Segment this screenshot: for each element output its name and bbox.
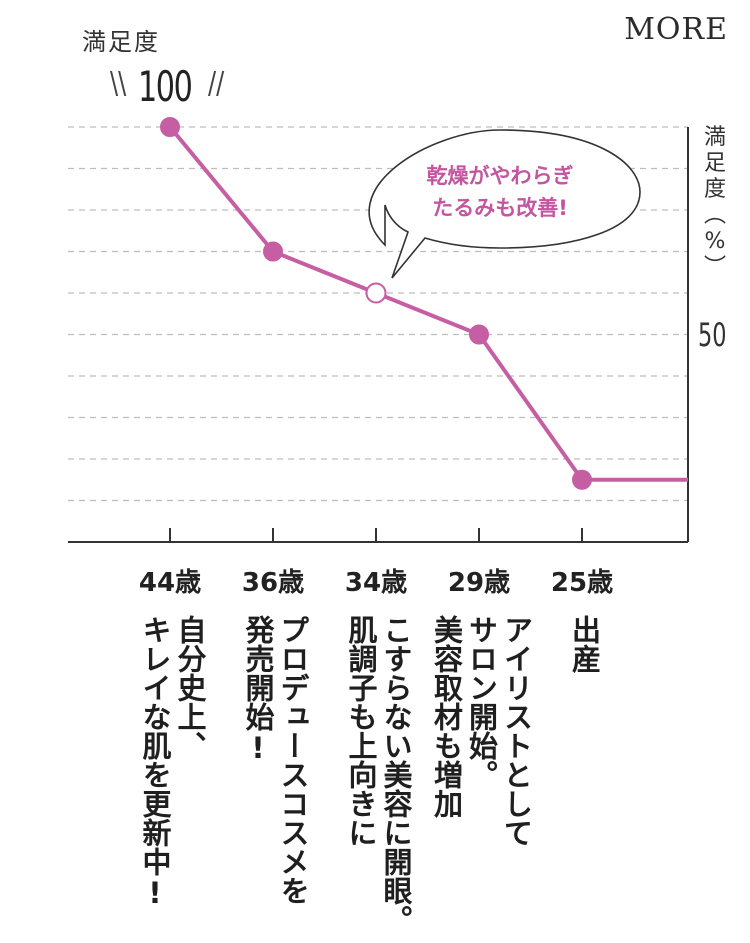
right-y-axis-title-char: ︶ bbox=[703, 255, 726, 280]
emphasis-marks-right: // bbox=[208, 66, 225, 101]
data-point bbox=[263, 241, 283, 262]
right-y-axis-title-char: ︵ bbox=[703, 203, 726, 228]
left-y-axis-title: 満足度 bbox=[82, 28, 160, 56]
right-y-axis-title-char: % bbox=[704, 229, 726, 254]
event-annotation: こすらない美容に開眼。 肌調子も上向きに bbox=[344, 615, 413, 934]
axes bbox=[68, 127, 689, 543]
data-point bbox=[572, 469, 592, 490]
x-ticks bbox=[169, 528, 583, 542]
right-y-axis-title-char: 度 bbox=[703, 177, 726, 202]
event-annotation: プロデュースコスメを 発売開始! bbox=[241, 615, 310, 905]
speech-bubble bbox=[368, 129, 641, 279]
x-tick-label: 29歳 bbox=[447, 568, 511, 598]
max-value-label: 100 bbox=[138, 62, 193, 111]
right-y-axis-title-char: 足 bbox=[703, 151, 726, 176]
series-line bbox=[160, 117, 688, 490]
data-point bbox=[469, 324, 489, 345]
event-annotation: 出産 bbox=[567, 615, 602, 673]
data-point bbox=[365, 282, 387, 304]
speech-bubble-line-1: 乾燥がやわらぎ bbox=[426, 164, 574, 188]
data-point bbox=[160, 117, 180, 137]
event-annotation: 自分史上、 キレイな肌を更新中! bbox=[138, 615, 207, 910]
x-tick-label: 36歳 bbox=[241, 568, 305, 598]
speech-bubble-outline bbox=[368, 129, 641, 279]
event-annotation: アイリストとして サロン開始。 美容取材も増加 bbox=[429, 615, 534, 847]
x-tick-label: 34歳 bbox=[344, 568, 408, 598]
brand-logo: MORE bbox=[624, 12, 728, 47]
x-tick-label: 25歳 bbox=[550, 568, 614, 598]
speech-bubble-text: 乾燥がやわらぎ たるみも改善! bbox=[395, 160, 605, 224]
x-tick-label: 44歳 bbox=[138, 568, 202, 598]
right-y-axis-title-char: 満 bbox=[703, 125, 726, 150]
speech-bubble-line-2: たるみも改善! bbox=[432, 196, 568, 220]
y-tick-label-50: 50 bbox=[698, 316, 727, 354]
series-path bbox=[168, 125, 688, 482]
right-y-axis-title: 満 足 度 ︵ % ︶ bbox=[700, 125, 730, 281]
emphasis-marks-left: \\ bbox=[110, 66, 127, 101]
